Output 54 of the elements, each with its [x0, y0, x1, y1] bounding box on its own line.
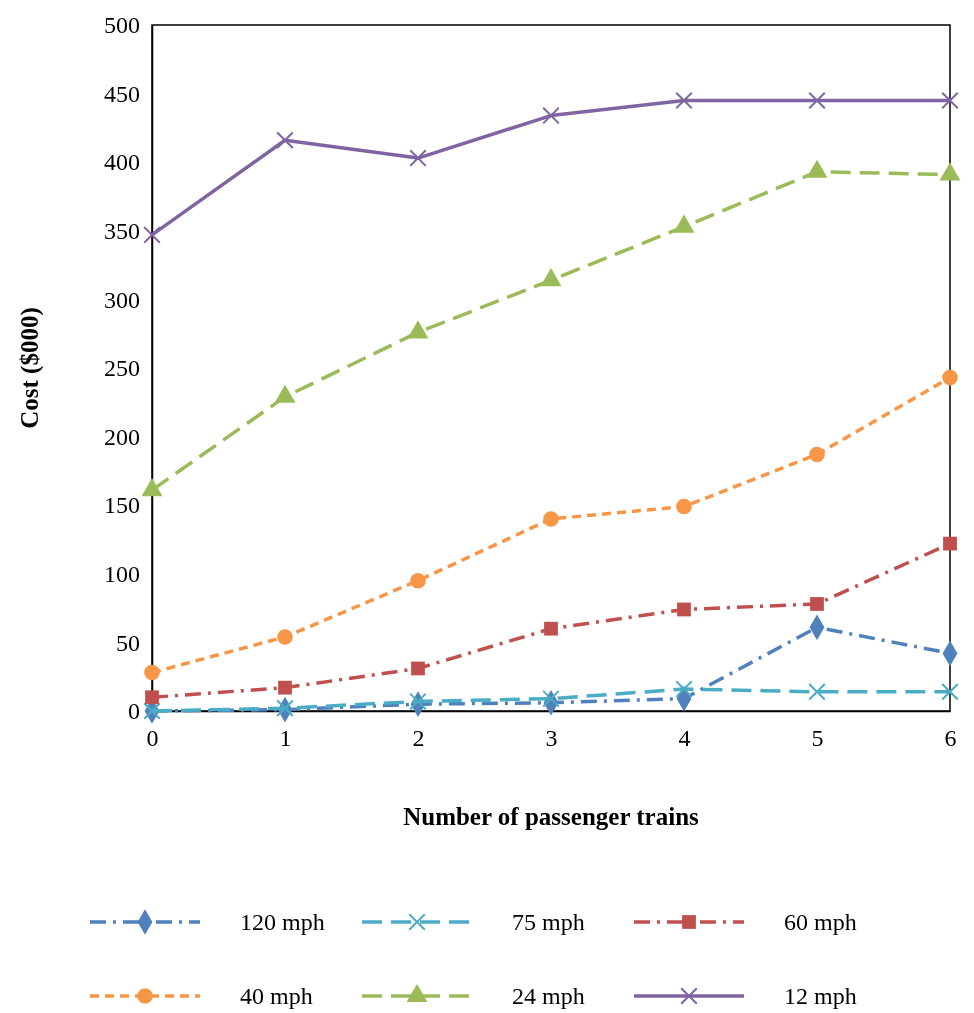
point	[276, 131, 294, 150]
x-tick-label: 0	[146, 725, 159, 752]
x-tick-label: 5	[811, 725, 824, 752]
point	[542, 689, 560, 708]
point	[544, 621, 558, 636]
point	[543, 511, 559, 527]
legend-label: 24 mph	[512, 983, 585, 1009]
y-tick-label: 50	[116, 629, 140, 656]
point	[276, 699, 294, 718]
point	[941, 91, 959, 110]
point	[145, 690, 159, 705]
x-tick-label: 3	[545, 725, 558, 752]
legend-label: 60 mph	[784, 909, 857, 935]
x-tick-label: 4	[678, 725, 691, 752]
y-tick-label: 200	[104, 423, 140, 450]
point	[278, 680, 292, 695]
point	[941, 683, 959, 701]
legend-label: 12 mph	[784, 983, 857, 1009]
y-tick-label: 0	[128, 698, 140, 725]
y-tick-label: 150	[104, 492, 140, 519]
point	[677, 602, 691, 617]
point	[542, 106, 560, 125]
point	[809, 446, 825, 463]
point	[808, 91, 826, 110]
point	[143, 226, 161, 244]
y-tick-label: 250	[104, 355, 140, 382]
point	[675, 91, 693, 110]
legend-label: 40 mph	[240, 983, 313, 1009]
point	[808, 683, 826, 701]
legend-label: 120 mph	[240, 909, 325, 935]
y-tick-label: 100	[104, 560, 140, 587]
point	[409, 692, 427, 711]
point	[143, 702, 161, 720]
y-axis-title: Cost ($000)	[16, 307, 44, 429]
point	[942, 369, 958, 386]
y-tick-label: 500	[104, 12, 140, 39]
x-tick-label: 6	[944, 725, 957, 752]
point	[277, 629, 293, 645]
legend-label: 75 mph	[512, 909, 585, 935]
point	[810, 597, 824, 611]
point	[675, 680, 693, 698]
y-tick-label: 400	[104, 149, 140, 176]
y-tick-label: 350	[104, 217, 140, 244]
x-axis-title: Number of passenger trains	[403, 803, 700, 830]
point	[409, 149, 427, 167]
point	[410, 572, 426, 589]
y-tick-label: 450	[104, 80, 140, 107]
point	[676, 498, 692, 515]
point	[943, 536, 957, 551]
x-tick-label: 2	[412, 725, 425, 752]
point	[411, 661, 425, 676]
point	[144, 664, 160, 681]
x-tick-label: 1	[279, 725, 292, 752]
y-tick-label: 300	[104, 286, 140, 313]
